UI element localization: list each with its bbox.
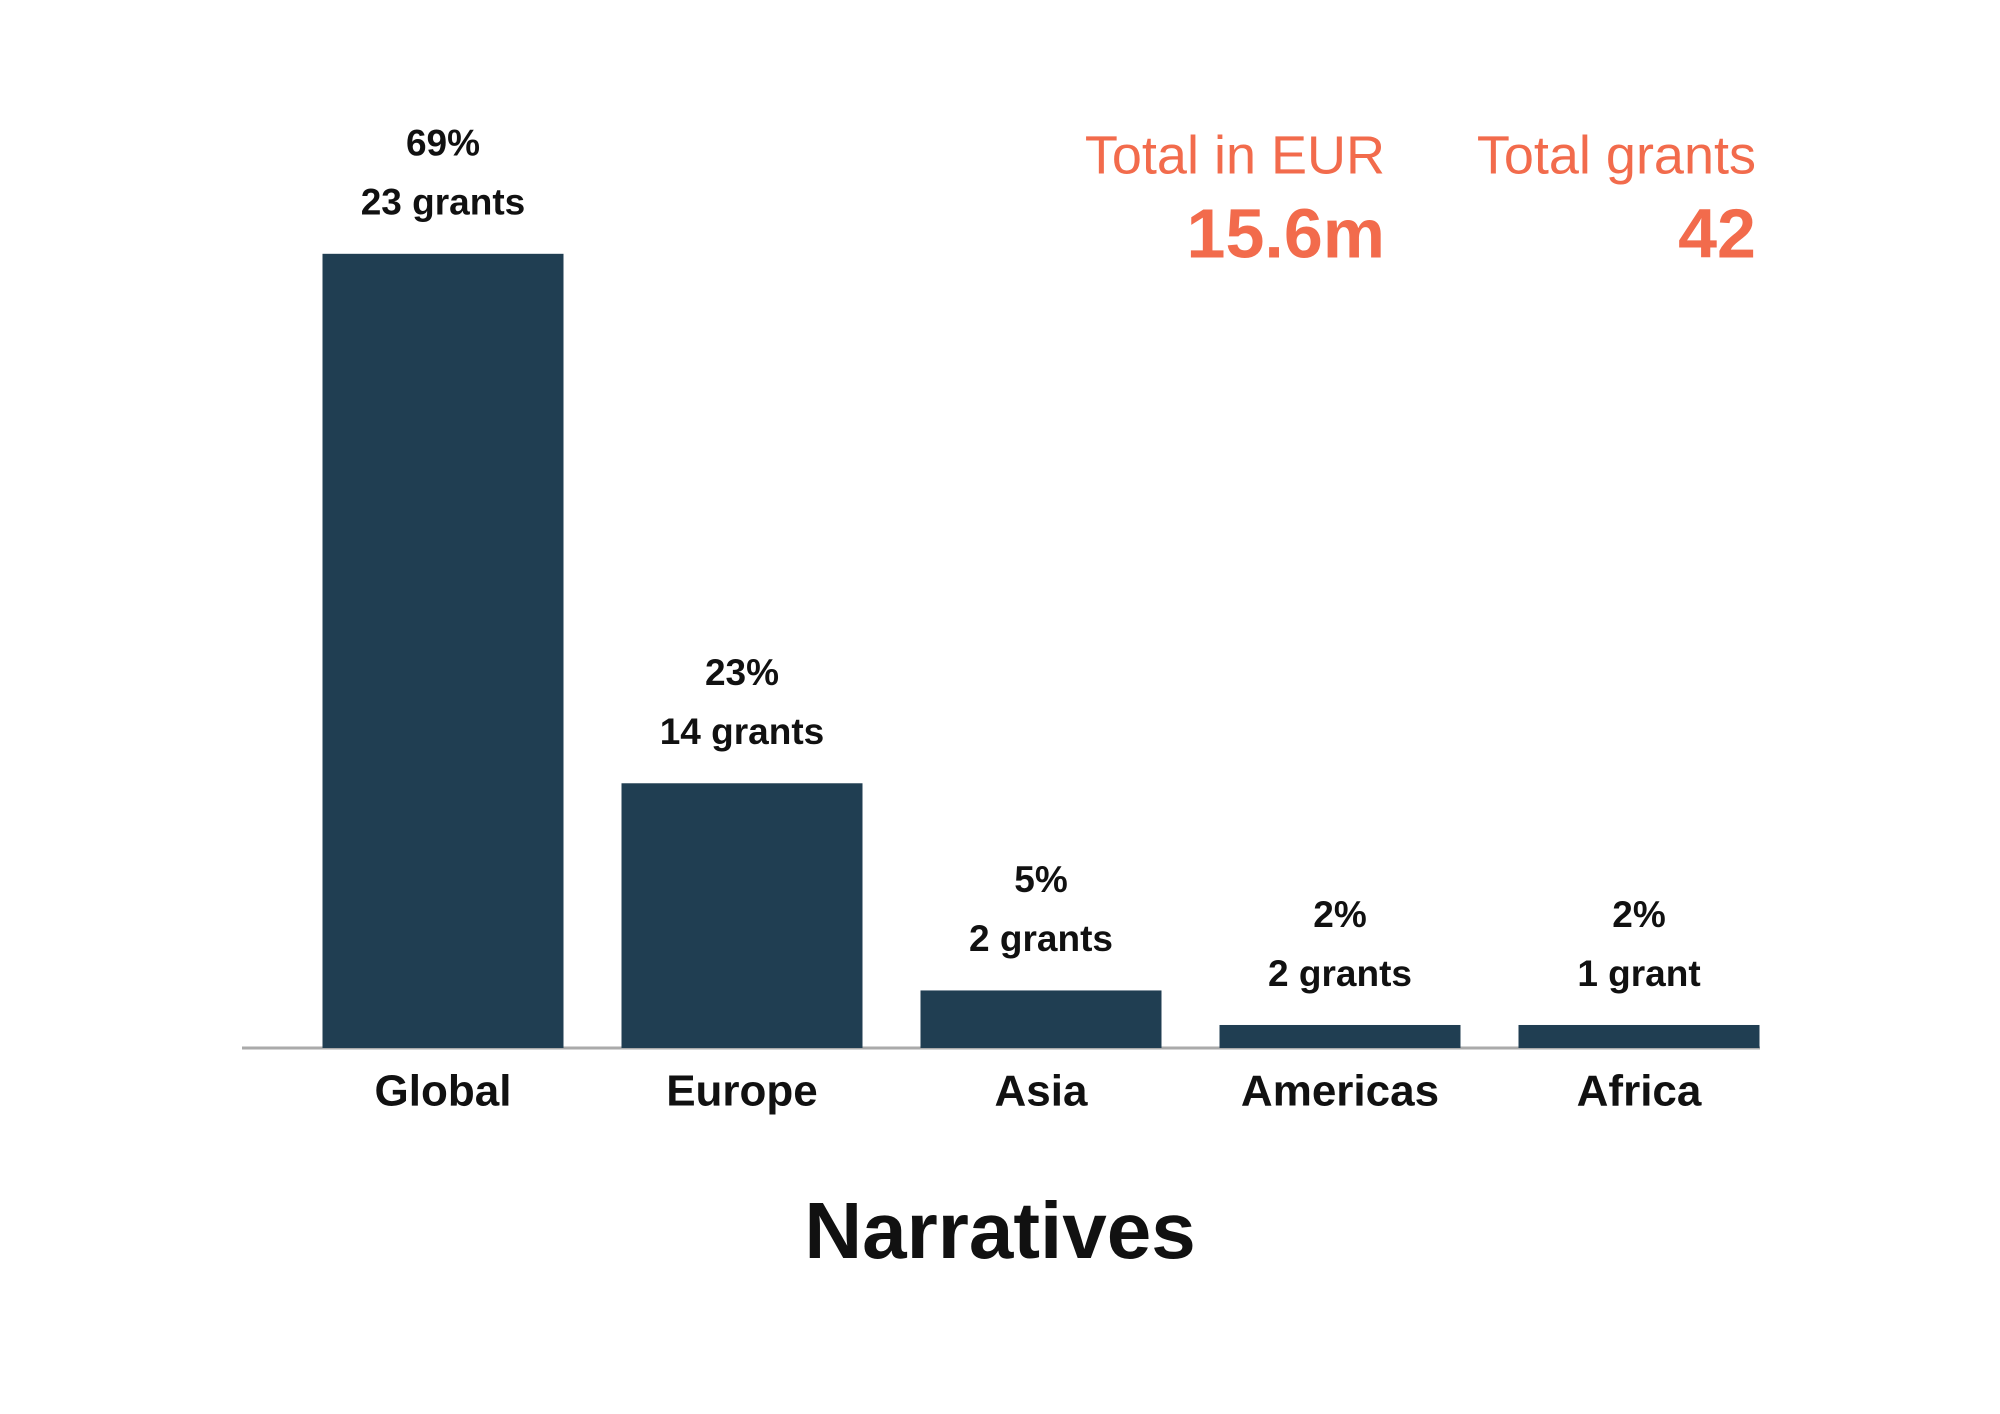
total-label: Total grants <box>1477 125 1756 185</box>
x-tick-label: Global <box>375 1067 512 1116</box>
grant-label: 14 grants <box>660 711 825 752</box>
bar <box>621 783 863 1048</box>
value-label: 2% <box>1612 894 1665 935</box>
x-tick-label: Africa <box>1577 1067 1702 1116</box>
value-label: 5% <box>1014 859 1067 900</box>
grant-label: 1 grant <box>1577 953 1700 994</box>
x-tick-label: Asia <box>995 1067 1088 1116</box>
total-value: 42 <box>1678 194 1756 272</box>
bar <box>322 253 564 1048</box>
grant-label: 2 grants <box>1268 953 1412 994</box>
value-label: 69% <box>406 123 480 164</box>
bar <box>1518 1024 1760 1048</box>
value-label: 23% <box>705 652 779 693</box>
total-label: Total in EUR <box>1085 125 1385 185</box>
x-tick-label: Americas <box>1241 1067 1439 1116</box>
grant-label: 2 grants <box>969 918 1113 959</box>
bar <box>920 990 1162 1048</box>
x-tick-label: Europe <box>666 1067 818 1116</box>
grant-label: 23 grants <box>361 182 526 223</box>
chart-title: Narratives <box>804 1186 1195 1275</box>
total-value: 15.6m <box>1187 194 1385 272</box>
bar <box>1219 1024 1461 1048</box>
value-label: 2% <box>1313 894 1366 935</box>
